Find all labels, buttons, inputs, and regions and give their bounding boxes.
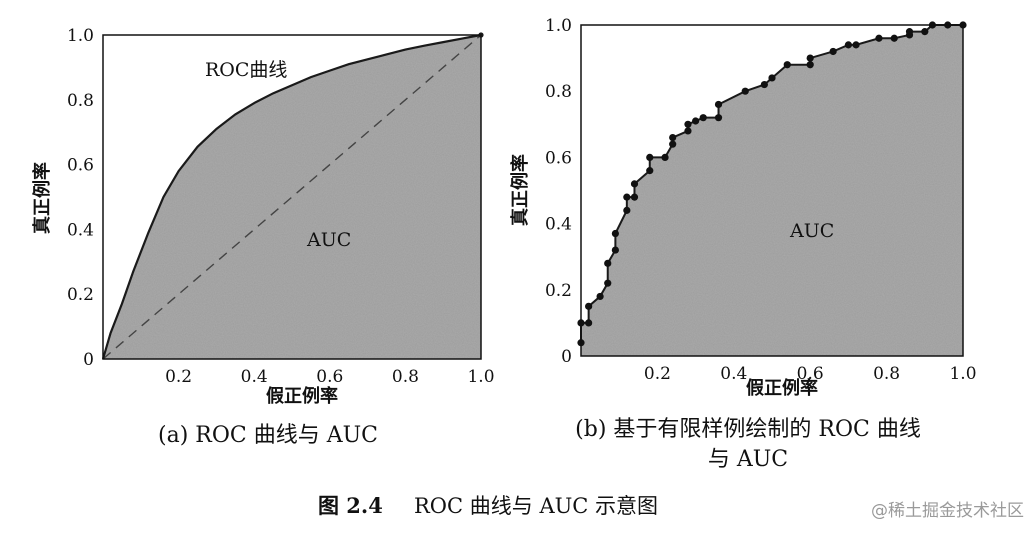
roc-point — [646, 167, 654, 175]
y-axis-label-b: 真正例率 — [509, 154, 531, 226]
auc-label-b: AUC — [789, 220, 834, 242]
x-tick-label-b: 0.8 — [873, 364, 900, 384]
roc-point — [760, 80, 768, 89]
roc-point — [741, 87, 749, 95]
roc-curve-line-a — [101, 33, 482, 360]
roc-point — [921, 28, 929, 36]
roc-point — [611, 246, 619, 254]
x-tick-label-b: 0.2 — [644, 364, 671, 384]
y-tick-label-b: 0.2 — [545, 281, 572, 301]
roc-curve-label-a: ROC曲线 — [205, 59, 287, 81]
roc-point — [692, 117, 700, 125]
roc-point — [585, 302, 593, 310]
roc-point — [684, 127, 692, 135]
roc-point — [768, 74, 776, 82]
roc-point — [852, 41, 860, 49]
roc-points-b — [577, 21, 967, 347]
roc-point — [714, 114, 723, 122]
auc-area-fill-b — [581, 25, 963, 356]
subcaption-b-line1: (b) 基于有限样例绘制的 ROC 曲线 — [575, 417, 921, 442]
x-axis-label-a: 假正例率 — [266, 385, 338, 407]
x-tick-label-a: 0.4 — [241, 367, 268, 387]
roc-point — [611, 229, 619, 238]
roc-point — [585, 319, 593, 327]
roc-point — [661, 153, 669, 161]
roc-point — [596, 292, 604, 301]
roc-point — [604, 259, 612, 267]
roc-point — [604, 279, 612, 287]
x-tick-label-a: 0.2 — [165, 367, 192, 387]
y-tick-labels-b: 0 0.2 0.4 0.6 0.8 1.0 — [545, 16, 572, 367]
roc-point — [783, 61, 791, 69]
roc-point — [806, 54, 814, 62]
y-tick-label-a: 0.8 — [67, 91, 94, 111]
roc-point — [806, 61, 814, 69]
roc-point — [646, 153, 654, 161]
roc-point — [630, 180, 639, 188]
figure-caption-label: 图 2.4 — [318, 493, 383, 518]
y-tick-label-b: 0 — [561, 347, 572, 367]
x-tick-labels-a: 0.2 0.4 0.6 0.8 1.0 — [165, 367, 494, 387]
subcaption-a: (a) ROC 曲线与 AUC — [158, 423, 378, 448]
y-tick-label-b: 0.8 — [545, 82, 572, 102]
x-tick-labels-b: 0.2 0.4 0.6 0.8 1.0 — [644, 364, 977, 384]
x-tick-label-a: 0.8 — [392, 367, 419, 387]
y-tick-label-a: 0.4 — [67, 220, 94, 240]
x-tick-label-b: 1.0 — [949, 364, 976, 384]
x-axis-label-b: 假正例率 — [746, 377, 818, 399]
roc-point — [844, 41, 853, 49]
roc-point — [829, 47, 837, 56]
watermark: @稀土掘金技术社区 — [871, 501, 1024, 521]
y-tick-label-b: 0.4 — [545, 215, 572, 235]
x-tick-label-b: 0.4 — [720, 364, 747, 384]
figure-caption-text: ROC 曲线与 AUC 示意图 — [414, 494, 658, 518]
y-tick-label-b: 1.0 — [545, 16, 572, 36]
roc-point — [905, 28, 914, 36]
roc-chart-a: 0.2 0.4 0.6 0.8 1.0 0 0.2 0.4 0.6 0.8 1.0 ROC曲线 A… — [31, 26, 495, 448]
y-tick-label-a: 1.0 — [67, 26, 94, 46]
roc-point — [630, 193, 639, 201]
y-tick-label-b: 0.6 — [545, 148, 572, 168]
diagonal-line-a — [102, 34, 482, 360]
roc-point — [684, 120, 692, 128]
x-tick-label-a: 0.6 — [316, 367, 343, 387]
roc-point — [623, 193, 631, 201]
roc-point — [623, 206, 631, 214]
roc-chart-b: 0.2 0.4 0.6 0.8 1.0 0 0.2 0.4 0.6 0.8 1.0 AUC 假正例… — [509, 16, 977, 472]
y-tick-labels-a: 0 0.2 0.4 0.6 0.8 1.0 — [67, 26, 94, 370]
plot-frame-b — [580, 24, 964, 357]
roc-point — [669, 140, 677, 148]
roc-point — [699, 114, 707, 122]
random-guess-diagonal-a — [102, 34, 482, 360]
auc-label-a: AUC — [306, 229, 351, 251]
y-axis-label-a: 真正例率 — [31, 162, 53, 234]
x-tick-label-b: 0.6 — [797, 364, 824, 384]
x-tick-label-a: 1.0 — [467, 367, 494, 387]
y-tick-label-a: 0 — [83, 350, 94, 370]
roc-point — [714, 100, 723, 109]
subcaption-b-line2: 与 AUC — [708, 447, 788, 472]
y-tick-label-a: 0.6 — [67, 156, 94, 176]
plot-frame-a — [102, 34, 482, 360]
y-tick-label-a: 0.2 — [67, 285, 94, 305]
roc-point — [875, 34, 883, 42]
roc-point — [669, 133, 677, 142]
auc-area-b — [581, 25, 963, 356]
roc-point — [890, 34, 898, 42]
